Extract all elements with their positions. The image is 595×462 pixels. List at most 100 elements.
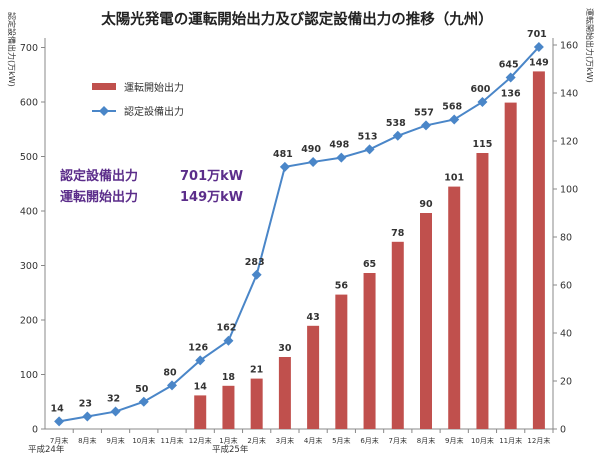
right-tick-label: 160 [560, 41, 578, 52]
line-point [279, 161, 290, 172]
line-data-label: 23 [79, 398, 92, 409]
bar-labels: 14 18 21 30 43 56 65 78 90 101 115 136 149 [194, 57, 549, 392]
line-data-label: 50 [135, 384, 149, 395]
line-point [223, 335, 234, 346]
line-data-label: 498 [329, 140, 349, 151]
bar-data-label: 149 [529, 57, 549, 68]
line-data-label: 126 [188, 342, 208, 353]
line-data-label: 538 [386, 118, 406, 129]
legend-line-label: 認定設備出力 [124, 105, 184, 118]
line-data-label: 32 [107, 394, 120, 405]
x-tick-label: 4月末 [304, 436, 322, 445]
line-data-label: 701 [527, 29, 547, 40]
x-tick-label: 5月末 [332, 436, 350, 445]
right-tick-label: 80 [560, 233, 572, 244]
line-point [364, 144, 375, 155]
line-point [336, 152, 347, 163]
left-tick-label: 700 [20, 43, 38, 54]
x-tick-label: 8月末 [78, 436, 96, 445]
line-data-label: 490 [301, 144, 321, 155]
line-path [58, 46, 540, 423]
x-ticks: 7月末 8月末 9月末 10月末 11月末 12月末 1月末 2月末 3月末 4月末 5月末 6月末 7… [50, 429, 554, 445]
bar [307, 325, 320, 429]
left-tick-label: 200 [20, 316, 38, 327]
line-data-label: 513 [358, 131, 378, 142]
bar-data-label: 43 [306, 312, 319, 323]
x-tick-label: 7月末 [50, 436, 68, 445]
bar [532, 71, 545, 430]
y-axis-label-right: 運転開始出力(万kW) [585, 8, 595, 83]
bar-data-label: 56 [335, 281, 349, 292]
legend: 運転開始出力 認定設備出力 [92, 81, 184, 118]
left-tick-label: 600 [20, 98, 38, 109]
left-tick-label: 500 [20, 152, 38, 163]
line-point [308, 156, 319, 167]
x-tick-label: 12月末 [189, 436, 212, 445]
chart-title: 太陽光発電の運転開始出力及び認定設備出力の推移（九州） [101, 10, 493, 28]
bar [420, 213, 432, 429]
right-tick-label: 0 [560, 425, 566, 436]
right-tick-label: 120 [560, 137, 578, 148]
bar-data-label: 101 [444, 173, 464, 184]
legend-bar-swatch [92, 83, 116, 90]
bar [476, 153, 489, 429]
right-tick-label: 40 [560, 329, 572, 340]
line-data-label: 80 [163, 367, 177, 378]
left-tick-label: 400 [20, 207, 38, 218]
line-point [449, 114, 460, 125]
x-tick-label: 12月末 [527, 436, 550, 445]
right-tick-label: 20 [560, 377, 572, 388]
line-data-label: 14 [50, 403, 64, 414]
left-tick-label: 100 [20, 370, 38, 381]
era-label-h25: 平成25年 [212, 444, 249, 455]
x-tick-label: 11月末 [499, 436, 522, 445]
line-data-label: 645 [499, 59, 519, 70]
bar [335, 294, 348, 429]
bar [250, 378, 263, 429]
bar-data-label: 65 [363, 259, 376, 270]
line-data-label: 600 [471, 84, 491, 95]
legend-bar-label: 運転開始出力 [124, 81, 184, 94]
y-axis-label-left: 認定設備出力(万kW) [7, 12, 17, 87]
bar [504, 102, 517, 429]
bar-series [194, 71, 545, 430]
annotation-certified-label: 認定設備出力 [60, 168, 138, 184]
line-point [82, 411, 93, 422]
right-tick-label: 100 [560, 185, 578, 196]
bar-data-label: 21 [250, 365, 263, 376]
line-labels: 14 23 32 50 80 126 162 283 481 490 498 513 538 557 568… [50, 29, 546, 414]
bar-data-label: 78 [391, 228, 405, 239]
x-tick-label: 9月末 [445, 436, 463, 445]
left-tick-label: 0 [32, 425, 38, 436]
line-data-label: 162 [217, 323, 237, 334]
right-tick-label: 140 [560, 89, 578, 100]
annotation-operating-value: 149万kW [180, 190, 243, 205]
line-data-label: 568 [442, 101, 462, 112]
x-tick-label: 8月末 [417, 436, 435, 445]
right-ticks: 0 20 40 60 80 100 120 140 160 [553, 41, 578, 436]
line-data-label: 481 [273, 149, 293, 160]
bar [194, 395, 207, 429]
x-tick-label: 1月末 [219, 436, 237, 445]
bar-data-label: 14 [194, 381, 208, 392]
line-point [195, 355, 206, 366]
x-tick-label: 10月末 [132, 436, 155, 445]
x-tick-label: 3月末 [276, 436, 294, 445]
bar-data-label: 136 [501, 89, 521, 100]
line-series [54, 41, 544, 427]
line-point [392, 130, 403, 141]
legend-line-marker [99, 106, 109, 116]
bar-data-label: 30 [278, 343, 292, 354]
line-point [533, 41, 544, 52]
line-point [110, 406, 121, 417]
line-point [477, 97, 488, 107]
bar [391, 241, 404, 429]
left-ticks: 0 100 200 300 400 500 600 700 [20, 43, 45, 436]
bar-data-label: 90 [419, 199, 433, 210]
line-data-label: 283 [245, 257, 265, 268]
x-tick-label: 2月末 [247, 436, 265, 445]
line-point [138, 396, 149, 407]
bar [278, 357, 291, 429]
bar [363, 273, 376, 429]
